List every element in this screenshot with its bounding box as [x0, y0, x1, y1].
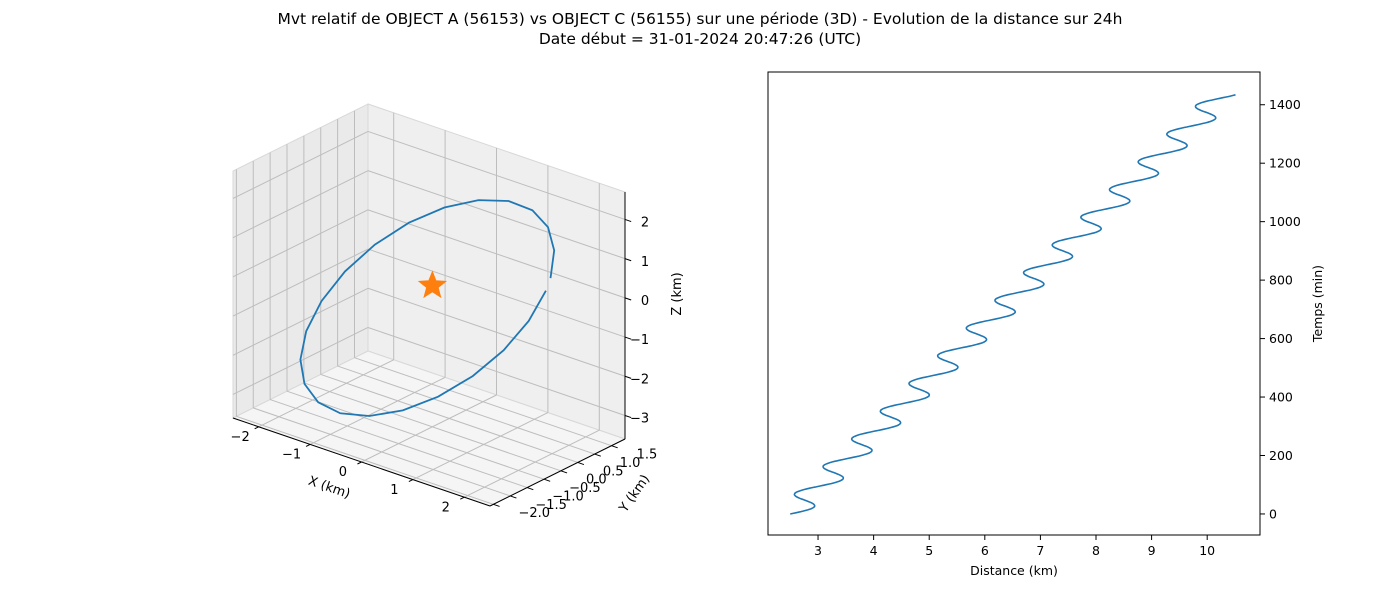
grid-line-y-floor [354, 357, 612, 447]
z-tick-label: 2 [641, 216, 649, 231]
z-tick [624, 375, 632, 379]
x-tick-label: 10 [1199, 543, 1215, 558]
y-tick [526, 487, 534, 491]
z-tick-label: −2 [630, 372, 649, 387]
y-tick-label: −1.0 [552, 489, 584, 504]
z-tick [624, 297, 632, 301]
y-tick-label: 1.5 [637, 448, 658, 463]
y-tick-label: 400 [1269, 390, 1293, 405]
y-tick [594, 453, 601, 457]
grid-line-x-floor [309, 376, 446, 445]
y-tick-label: 600 [1269, 331, 1293, 346]
y-tick-label: 1.0 [620, 456, 641, 471]
grid-line-x-floor [464, 429, 600, 498]
x-tick-label: 9 [1148, 543, 1156, 558]
grid-line-x-floor [412, 412, 549, 481]
grid-line-y-floor [286, 390, 545, 480]
x-tick-label: −1 [282, 448, 301, 463]
grid-line-z-back [367, 287, 626, 377]
x-tick-label: 5 [925, 543, 933, 558]
y-tick-label: 800 [1269, 273, 1293, 288]
z-tick-label: 0 [641, 294, 649, 309]
y-tick [493, 503, 500, 507]
y-tick-label: 1000 [1269, 214, 1301, 229]
x-tick-label: 8 [1092, 543, 1100, 558]
y-axis-label: Temps (min) [1310, 265, 1325, 343]
y-tick [543, 478, 551, 482]
chart-title-line-2: Date début = 31-01-2024 20:47:26 (UTC) [538, 30, 862, 48]
y-tick-label: 0 [1269, 506, 1277, 521]
grid-line-y-floor [303, 382, 562, 472]
plot-3d-trajectory: −2 −1 0 1 2 −2.0−1.5−1.0−0.50.00.51.01.5 −3 −2 −… [231, 103, 685, 521]
x-tick [460, 496, 465, 500]
grid-line-z-back [367, 170, 626, 260]
x-axis-label: Distance (km) [970, 563, 1058, 578]
x-tick-label: 4 [870, 543, 878, 558]
grid-line-y-floor [269, 399, 528, 489]
z-tick [624, 258, 632, 262]
y-tick [577, 461, 585, 466]
x-tick [357, 461, 362, 465]
z-axis-label: Z (km) [670, 272, 685, 315]
z-tick [624, 415, 632, 419]
y-tick-label: 200 [1269, 448, 1293, 463]
y-tick [560, 470, 568, 474]
grid-line-z-left [232, 130, 369, 199]
trajectory-line [299, 199, 556, 417]
grid-line-y-floor [337, 365, 595, 455]
x-tick-label: 6 [981, 543, 989, 558]
x-tick-label: 1 [390, 483, 398, 498]
x-tick-label: −2 [231, 430, 250, 445]
grid-line-z-back [367, 327, 626, 416]
x-tick-label: 7 [1036, 543, 1044, 558]
grid-line-z-back [367, 209, 626, 299]
z-tick [624, 336, 632, 340]
y-tick [611, 445, 618, 449]
grid-line-x-floor [361, 394, 497, 463]
x-tick [254, 426, 259, 430]
y-tick-label: 0.0 [586, 473, 607, 488]
grid-line-x-floor [258, 359, 394, 428]
z-tick [624, 218, 632, 223]
plot-area [767, 71, 1261, 536]
y-tick-label: 1400 [1269, 97, 1301, 112]
grid-line-z-back [367, 130, 626, 220]
grid-line-y-floor [320, 373, 578, 463]
z-tick-label: −3 [630, 412, 649, 427]
grid-line-z-back [367, 248, 626, 338]
chart-title-line-1: Mvt relatif de OBJECT A (56153) vs OBJEC… [277, 10, 1123, 28]
grid-line-z-left [232, 248, 369, 317]
x-tick [305, 443, 311, 447]
distance-series-line [790, 94, 1236, 515]
y-tick-label: −2.0 [519, 506, 551, 521]
origin-star-marker [417, 270, 448, 299]
z-tick-label: 1 [641, 255, 649, 270]
y-tick-label: 0.5 [603, 464, 624, 479]
y-tick-label: −1.5 [535, 498, 567, 513]
z-tick-label: −1 [630, 333, 649, 348]
grid-line-z-left [232, 287, 369, 356]
y-tick [510, 495, 517, 499]
x-tick [408, 479, 414, 483]
grid-line-y-floor [236, 415, 494, 505]
grid-line-z-left [232, 209, 369, 278]
grid-line-y-floor [253, 407, 511, 497]
grid-line-z-left [232, 170, 369, 239]
y-tick-label: −0.5 [569, 481, 601, 496]
y-tick-label: 1200 [1269, 156, 1301, 171]
plot-distance-vs-time: 3 4 5 6 7 8 9 10 0 200 400 600 800 1000 1200 1400 Distan… [767, 71, 1325, 578]
x-tick-label: 2 [442, 500, 450, 515]
x-tick-label: 3 [814, 543, 822, 558]
y-axis-line [489, 438, 626, 507]
x-tick-label: 0 [339, 465, 347, 480]
